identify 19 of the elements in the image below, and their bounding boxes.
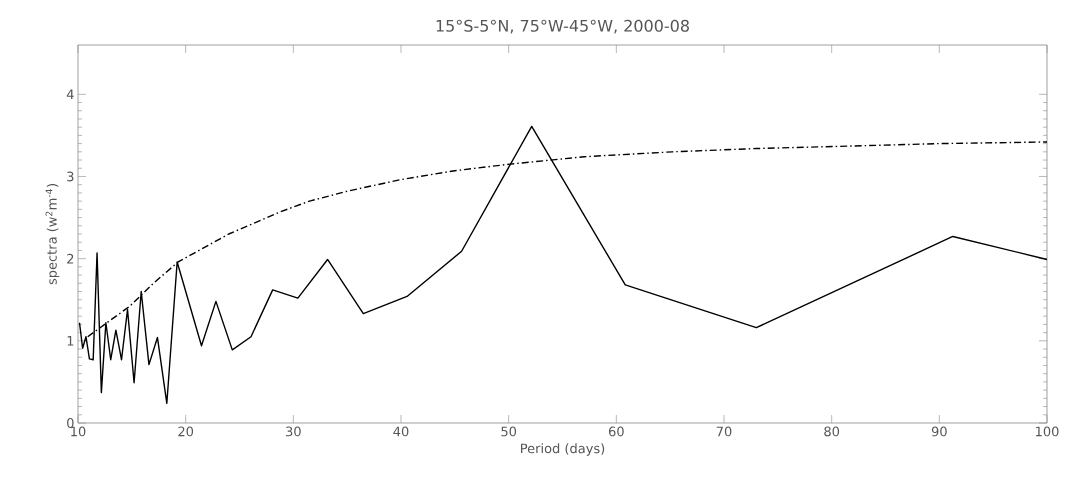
- x-axis-title: Period (days): [521, 443, 605, 456]
- line-series: [78, 125, 1048, 404]
- y-tick-label: 2: [67, 253, 74, 264]
- x-tick-label: 90: [931, 426, 947, 437]
- y-tick-label: 1: [67, 336, 74, 346]
- x-tick-label: 20: [178, 426, 194, 437]
- x-tick-label: 50: [501, 426, 517, 437]
- y-tick-label: 3: [67, 171, 74, 182]
- x-tick-label: 40: [393, 426, 409, 437]
- chart-title: 15°S-5°N, 75°W-45°W, 2000-08: [436, 19, 689, 34]
- x-tick-label: 10: [71, 426, 86, 437]
- x-tick-label: 80: [824, 426, 840, 437]
- x-tick-label: 30: [286, 426, 301, 437]
- y-axis-title: spectra (w$^{2}$m$^{-4}$): [45, 184, 60, 285]
- y-tick-label: 0: [67, 418, 74, 428]
- x-tick-label: 100: [1036, 426, 1059, 437]
- x-tick-label: 70: [716, 426, 732, 437]
- x-tick-label: 60: [608, 426, 624, 437]
- y-tick-label: 4: [66, 89, 74, 100]
